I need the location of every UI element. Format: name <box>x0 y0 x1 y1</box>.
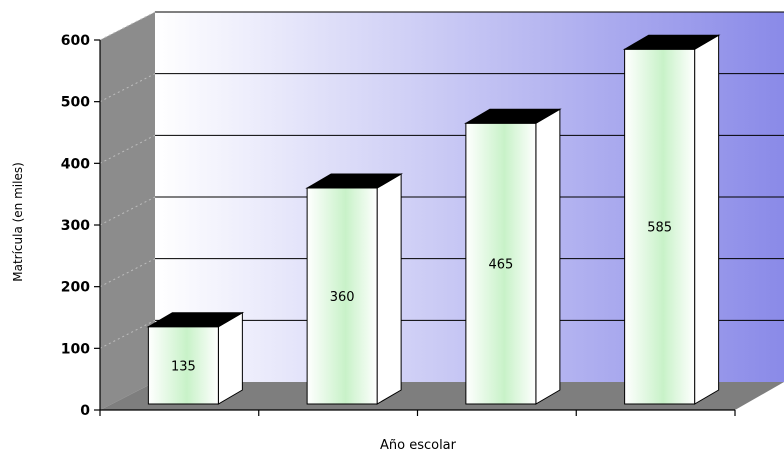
y-axis-label: Matrícula (en miles) <box>11 162 25 282</box>
bar-value-label: 135 <box>171 359 196 374</box>
y-tick-label: 200 <box>61 280 90 296</box>
bar-side <box>694 34 720 405</box>
gridline-side <box>99 11 156 41</box>
y-axis: 0 100 200 300 400 500 600 <box>61 33 735 419</box>
bar-value-label: 585 <box>647 221 672 236</box>
bar-face <box>465 122 537 405</box>
x-axis-label: Año escolar <box>380 438 457 453</box>
bar-2: 360 <box>305 173 403 405</box>
y-tick-label: 300 <box>61 218 90 234</box>
bars: 135 360 465 585 <box>146 34 721 405</box>
bar-top <box>305 173 403 189</box>
y-tick-label: 0 <box>80 403 90 419</box>
gridline-side <box>99 73 156 103</box>
y-tick-label: 600 <box>61 33 90 49</box>
y-tick-label: 500 <box>61 95 90 111</box>
bar-4: 585 <box>622 34 721 405</box>
bar-side <box>376 173 402 405</box>
bar-side <box>217 311 243 405</box>
y-tick-label: 400 <box>61 156 90 172</box>
bar-side <box>535 108 561 405</box>
gridline-side <box>99 258 156 288</box>
bar-value-label: 465 <box>488 258 513 273</box>
gridline-side <box>99 134 156 164</box>
bar-3: 465 <box>464 108 562 405</box>
y-tick-label: 100 <box>61 341 90 357</box>
bar-top <box>146 312 245 328</box>
bar-face <box>147 326 219 405</box>
bar-top <box>622 34 721 50</box>
bar-1: 135 <box>146 311 245 405</box>
bar-face <box>306 187 378 405</box>
gridline-side <box>99 319 156 349</box>
chart-floor <box>100 382 784 410</box>
gridline-side <box>99 196 156 226</box>
x-axis-ticks <box>99 410 736 416</box>
bar-top <box>464 108 562 124</box>
bar-value-label: 360 <box>330 290 355 305</box>
